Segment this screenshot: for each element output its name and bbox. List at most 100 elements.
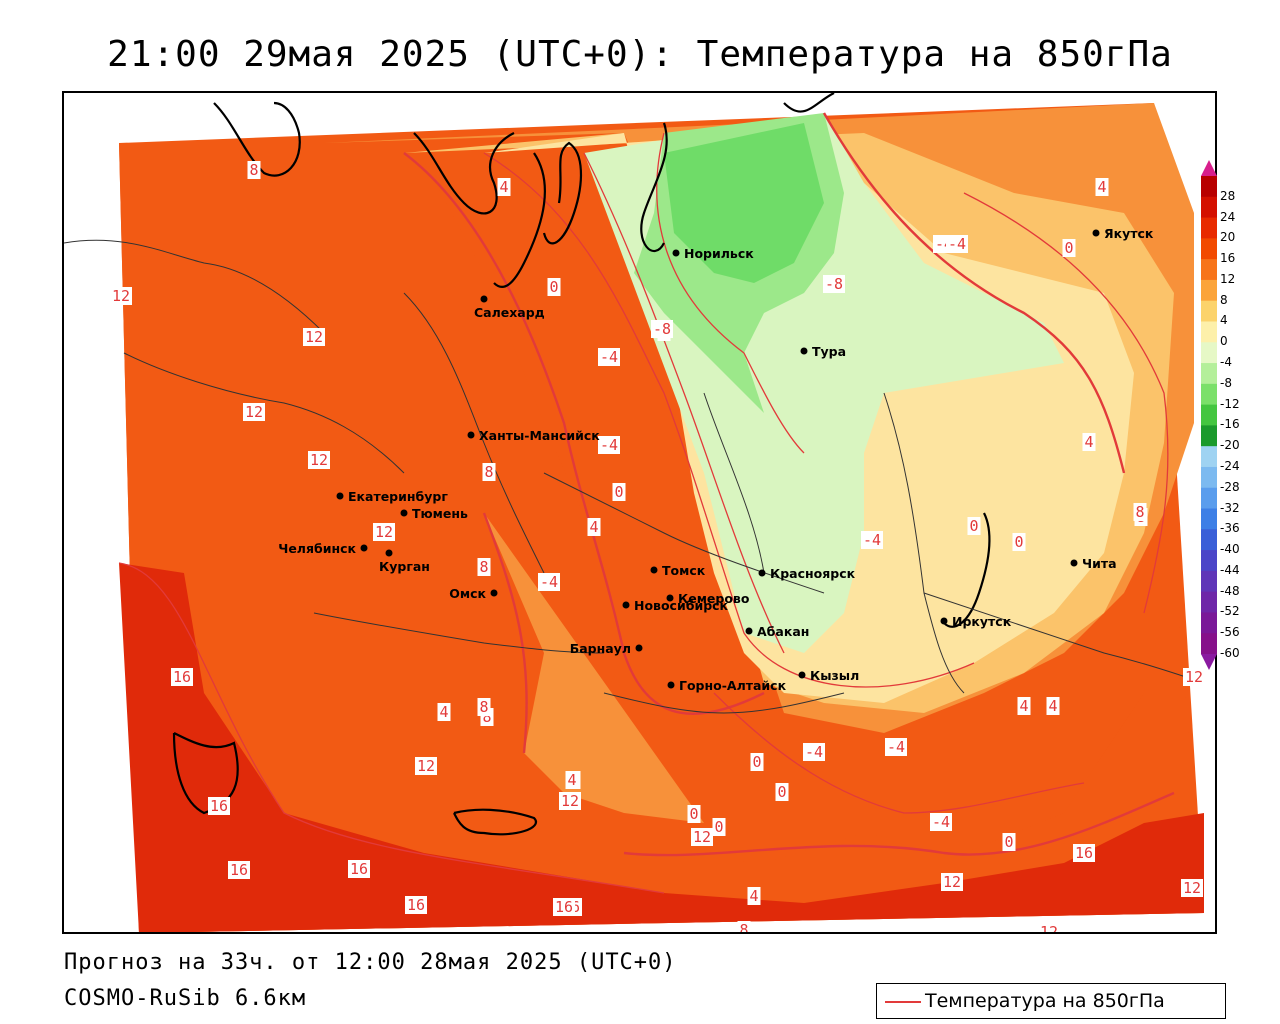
city-name: Чита <box>1082 556 1117 571</box>
city-dot <box>1092 229 1100 237</box>
city-dot <box>635 644 643 652</box>
scale-tick-label: -60 <box>1220 646 1240 660</box>
city-dot <box>490 589 498 597</box>
border-line <box>403 292 545 574</box>
contour-label: 12 <box>373 523 395 541</box>
contour-labels: 840-4-8-40481212121212161616161616121284… <box>110 161 1205 934</box>
city-dot <box>650 566 658 574</box>
city-name: Абакан <box>757 624 809 639</box>
contour-label-text: 12 <box>561 792 579 810</box>
scale-swatch <box>1201 196 1217 219</box>
contour-label: 0 <box>687 805 701 823</box>
scale-swatch <box>1201 404 1217 426</box>
border-line <box>313 612 605 654</box>
contour-label-text: 8 <box>484 463 493 481</box>
contour-label: 12 <box>243 403 265 421</box>
contour-label-text: 12 <box>943 873 961 891</box>
contour-label: -4 <box>598 348 620 366</box>
contour-label-bg <box>559 792 581 810</box>
city-marker: Челябинск <box>278 541 368 556</box>
contour-label-text: 0 <box>1004 833 1013 851</box>
contour-label-bg <box>967 517 981 535</box>
page-title: 21:00 29мая 2025 (UTC+0): Температура на… <box>107 34 1173 75</box>
contour-label-bg <box>691 828 713 846</box>
map-legend: Температура на 850гПа <box>876 983 1226 1019</box>
city-name: Тюмень <box>412 506 468 521</box>
contour-label-text: 4 <box>1084 433 1093 451</box>
contour-label-text: 8 <box>739 921 748 934</box>
contour-label: 16 <box>1073 844 1095 862</box>
contour-label-text: 0 <box>549 278 558 296</box>
contour-label-text: -4 <box>805 743 823 761</box>
contour-label: 8 <box>737 921 751 934</box>
contour-label-text: -4 <box>540 573 558 591</box>
city-name: Якутск <box>1104 226 1154 241</box>
contour-label: 16 <box>208 797 230 815</box>
city-name: Кемерово <box>678 591 750 606</box>
isotherm-line <box>583 152 785 654</box>
contour-label-bg <box>228 861 250 879</box>
contour-label: 12 <box>559 792 581 810</box>
isotherm-line <box>483 152 975 688</box>
contour-label: 16 <box>228 861 250 879</box>
contour-label: -4 <box>861 531 883 549</box>
contour-label-bg <box>1002 833 1016 851</box>
contour-label-text: 16 <box>1075 844 1093 862</box>
city-marker: Тура <box>800 344 846 359</box>
city-name: Тура <box>812 344 846 359</box>
city-name: Курган <box>379 559 430 574</box>
city-name: Иркутск <box>952 614 1012 629</box>
contour-label-text: 0 <box>777 783 786 801</box>
city-dot <box>758 569 766 577</box>
contour-label-text: 12 <box>1183 879 1201 897</box>
scale-top-arrow <box>1201 160 1217 176</box>
contour-label: 12 <box>691 828 713 846</box>
contour-label: 0 <box>750 753 764 771</box>
contour-label: 16 <box>348 860 370 878</box>
contour-label-bg <box>712 818 726 836</box>
city-marker: Барнаул <box>570 641 643 656</box>
contour-label-bg <box>737 921 751 932</box>
contour-label: 16 <box>553 898 575 916</box>
contour-label-bg <box>750 753 764 771</box>
isotherm-line <box>482 512 528 754</box>
contour-label-text: 4 <box>1097 178 1106 196</box>
contour-label-bg <box>651 320 673 338</box>
city-marker: Кемерово <box>666 591 750 606</box>
contour-label-text: 16 <box>407 896 425 914</box>
city-name: Горно-Алтайск <box>679 678 787 693</box>
contour-label-bg <box>587 518 601 536</box>
coast-line <box>213 101 301 177</box>
border-line <box>603 692 845 714</box>
contour-label-bg <box>208 797 230 815</box>
contour-label-text: 16 <box>555 898 573 916</box>
contour-label: 0 <box>612 483 626 501</box>
contour-label-bg <box>1082 433 1096 451</box>
city-dot <box>336 492 344 500</box>
scale-swatch <box>1201 570 1217 593</box>
scale-tick-label: 12 <box>1220 271 1236 286</box>
contour-label-bg <box>1038 923 1060 932</box>
scale-swatch <box>1201 446 1217 468</box>
city-name: Новосибирск <box>634 598 729 613</box>
contour-label: 8 <box>247 161 261 179</box>
contour-label-text: 12 <box>1185 668 1203 686</box>
scale-tick-label: -28 <box>1220 479 1240 494</box>
contour-label: 8 <box>482 463 496 481</box>
border-line <box>883 392 965 694</box>
contour-label-text: 12 <box>112 287 130 305</box>
contour-label-text: 16 <box>210 797 228 815</box>
contour-label-bg <box>1017 697 1031 715</box>
contour-label: 12 <box>1038 923 1060 932</box>
isotherm-contours <box>118 112 1175 894</box>
city-marker: Якутск <box>1092 226 1154 241</box>
contour-label-bg <box>1183 668 1205 686</box>
contour-label-text: 0 <box>1064 239 1073 257</box>
city-name: Челябинск <box>278 541 356 556</box>
city-marker: Иркутск <box>940 614 1012 629</box>
contour-label: 12 <box>993 931 1015 932</box>
contour-label-text: -4 <box>600 436 618 454</box>
contour-label: 16 <box>405 896 427 914</box>
model-name: COSMO-RuSib 6.6км <box>64 986 307 1011</box>
city-name: Екатеринбург <box>348 489 448 504</box>
